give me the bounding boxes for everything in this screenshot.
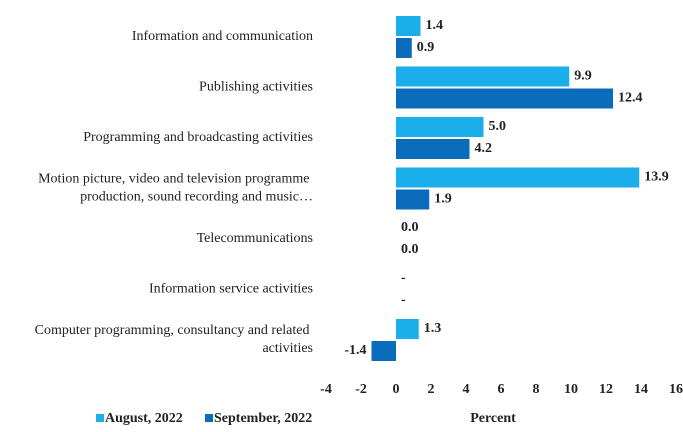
bar [396,66,570,87]
value-label: 1.3 [424,321,442,336]
value-label: 12.4 [618,91,643,106]
category-label: Information and communication [132,29,313,44]
bar [396,167,640,188]
value-label: 4.2 [475,141,493,156]
bar [371,341,396,361]
x-tick-label: 2 [428,382,435,397]
x-tick-label: 6 [498,382,505,397]
x-tick-label: -4 [320,382,332,397]
legend-label: September, 2022 [214,411,312,426]
value-label: 9.9 [574,69,592,84]
value-label: 1.9 [434,192,452,207]
legend-swatch [205,414,213,422]
value-label: -1.4 [344,343,366,358]
bar [396,319,419,339]
legend-label: August, 2022 [105,411,183,426]
value-label: 1.4 [426,18,444,33]
x-tick-label: 10 [564,382,578,397]
bar [396,189,430,210]
category-label: Computer programming, consultancy and re… [35,323,313,356]
x-tick-label: 16 [669,382,683,397]
x-tick-label: 8 [533,382,540,397]
value-label: - [401,271,406,286]
category-label: Information service activities [149,282,313,297]
value-label: 13.9 [644,170,669,185]
value-label: - [401,293,406,308]
bar [396,38,412,58]
category-label: Telecommunications [197,231,313,246]
value-label: 0.0 [401,220,419,235]
value-label: 0.9 [417,40,435,55]
bar [396,16,421,36]
category-label: Publishing activities [199,80,313,95]
category-label: Programming and broadcasting activities [83,130,313,145]
legend-swatch [96,414,104,422]
x-tick-label: 12 [599,382,613,397]
value-label: 5.0 [489,119,507,134]
x-tick-label: 4 [463,382,470,397]
value-label: 0.0 [401,242,419,257]
bar [396,139,470,159]
x-tick-label: 14 [634,382,648,397]
x-tick-label: 0 [393,382,400,397]
x-tick-label: -2 [355,382,367,397]
x-axis-label: Percent [470,411,516,426]
bar [396,88,613,109]
bar [396,117,484,137]
category-label: Motion picture, video and television pro… [38,172,313,205]
